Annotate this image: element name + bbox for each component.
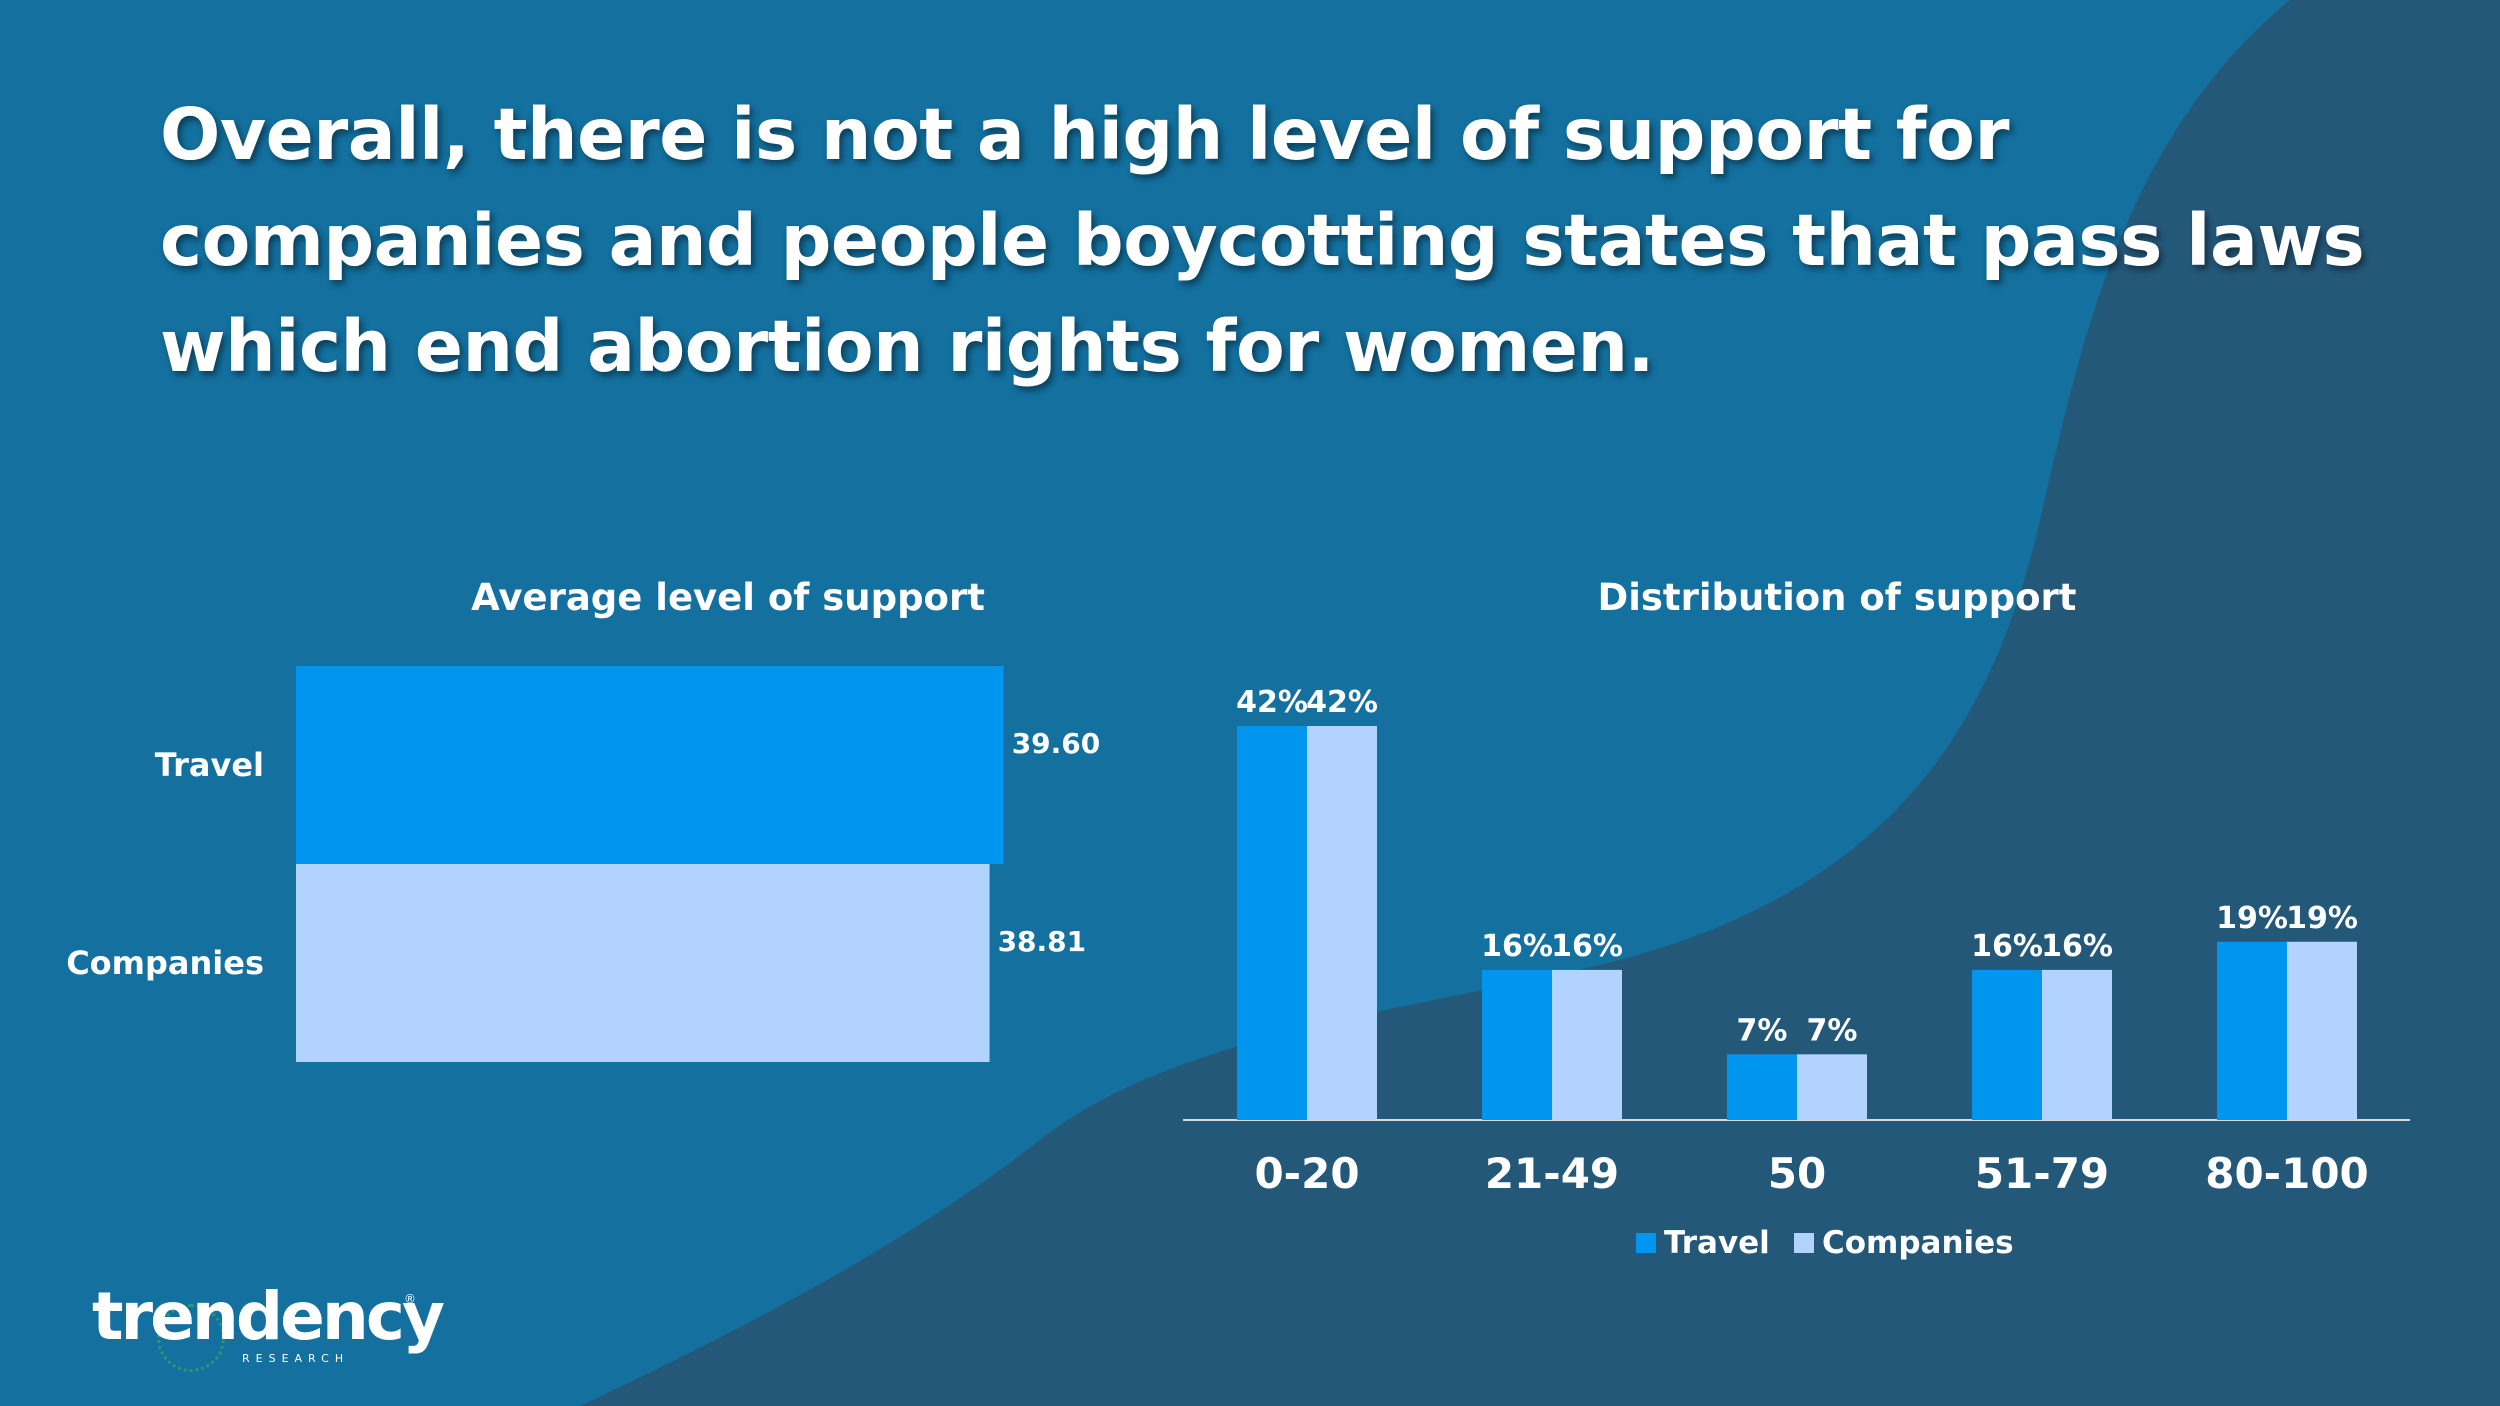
dist-data-label: 42% [1306, 685, 1378, 720]
dist-data-label: 42% [1236, 685, 1308, 720]
trendency-logo: trendency ® RESEARCH [92, 1282, 445, 1382]
dist-tick-label: 50 [1768, 1149, 1826, 1198]
legend-label-companies: Companies [1822, 1225, 2014, 1261]
logo-dot-circle [157, 1304, 225, 1372]
dist-bar-travel [1972, 969, 2042, 1120]
dist-bar-travel [1727, 1054, 1797, 1120]
dist-data-label: 7% [1737, 1013, 1788, 1048]
dist-tick-label: 0-20 [1254, 1149, 1359, 1198]
logo-registered-mark: ® [404, 1292, 416, 1306]
legend-swatch-travel [1636, 1233, 1656, 1253]
average-chart-title: Average level of support [471, 576, 985, 619]
legend-swatch-companies [1794, 1233, 1814, 1253]
dist-bar-companies [1797, 1054, 1867, 1120]
avg-value-label: 39.60 [1012, 727, 1101, 760]
dist-bar-companies [2042, 969, 2112, 1120]
dist-bar-travel [1237, 726, 1307, 1120]
slide-title: Overall, there is not a high level of su… [160, 93, 2365, 388]
logo-subtitle: RESEARCH [242, 1352, 350, 1365]
average-support-chart: Average level of support Travel 39.60 Comp… [66, 576, 1100, 1062]
dist-bar-companies [2287, 941, 2357, 1120]
dist-bar-travel [1482, 969, 1552, 1120]
distribution-chart-title: Distribution of support [1598, 576, 2077, 619]
legend-label-travel: Travel [1664, 1225, 1770, 1261]
dist-data-label: 16% [1481, 929, 1553, 964]
dist-tick-label: 51-79 [1975, 1149, 2109, 1198]
dist-tick-label: 21-49 [1485, 1149, 1619, 1198]
avg-value-label: 38.81 [998, 925, 1087, 958]
dist-bar-travel [2217, 941, 2287, 1120]
avg-category-label: Companies [66, 944, 264, 982]
dist-data-label: 16% [2041, 929, 2113, 964]
avg-bar-companies [296, 864, 990, 1062]
dist-data-label: 16% [1551, 929, 1623, 964]
dist-data-label: 16% [1971, 929, 2043, 964]
dist-bar-companies [1552, 969, 1622, 1120]
avg-category-label: Travel [155, 746, 264, 784]
dist-data-label: 19% [2216, 901, 2288, 936]
dist-data-label: 7% [1807, 1013, 1858, 1048]
distribution-chart: Distribution of support 42%42%0-2016%16%… [1183, 576, 2410, 1261]
dist-bar-companies [1307, 726, 1377, 1120]
avg-bar-travel [296, 666, 1004, 864]
logo-wordmark: trendency [92, 1278, 445, 1355]
dist-tick-label: 80-100 [2205, 1149, 2369, 1198]
dist-data-label: 19% [2286, 901, 2358, 936]
